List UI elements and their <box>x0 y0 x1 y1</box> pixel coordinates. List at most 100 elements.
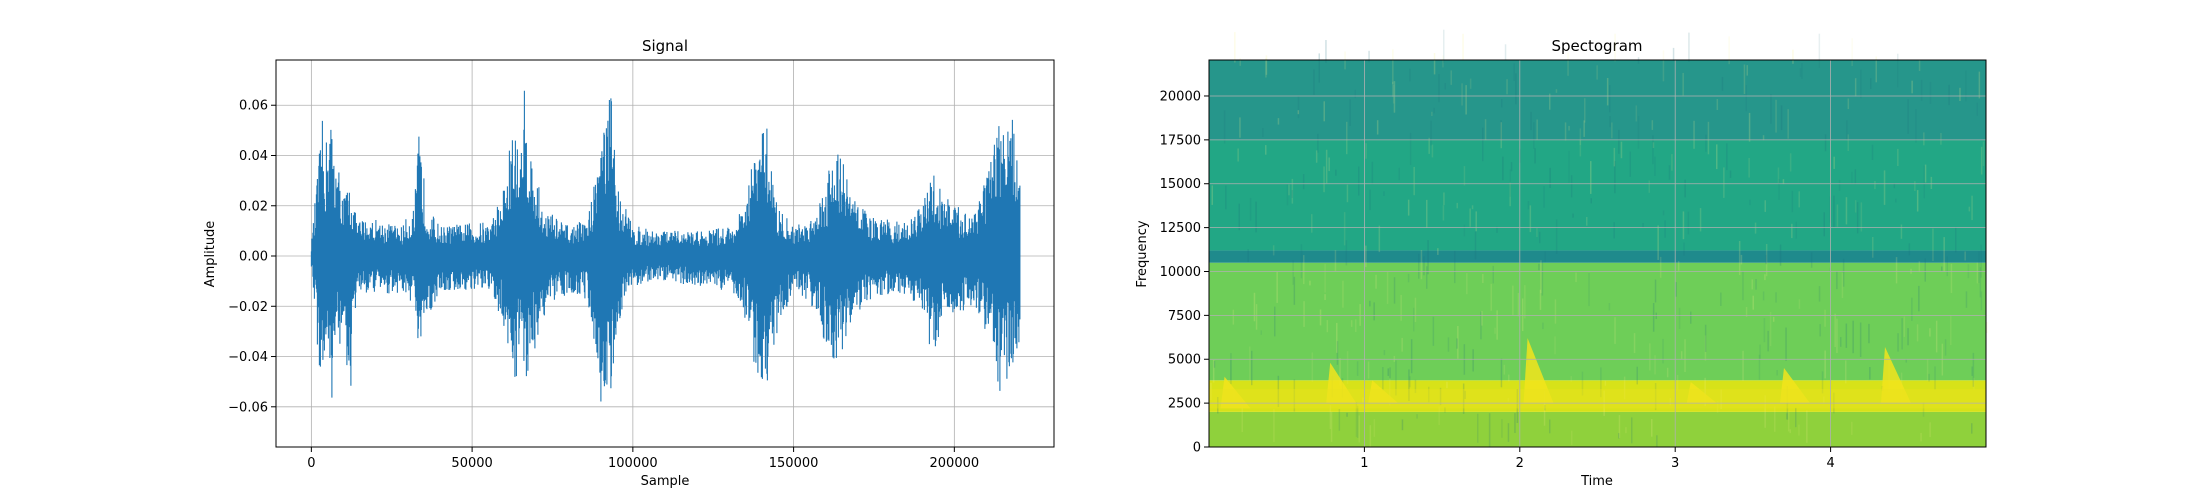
spectrogram-streak <box>1247 249 1249 262</box>
spectrogram-streak <box>1438 406 1440 425</box>
spectrogram-streak <box>1356 361 1359 376</box>
spectrogram-streak <box>1971 366 1973 376</box>
spectrogram-streak <box>1845 323 1848 348</box>
spectrogram-streak <box>1210 382 1212 401</box>
spectrogram-streak <box>1618 129 1620 154</box>
spectrogram-streak <box>1225 185 1227 210</box>
spectrogram-streak <box>1642 223 1644 228</box>
signal-y-label: Amplitude <box>203 221 218 288</box>
spectrogram-streak <box>1426 199 1428 228</box>
spectrogram-streak <box>1918 60 1921 71</box>
spectrogram-streak <box>1779 244 1782 266</box>
spectrogram-streak <box>1600 367 1602 398</box>
spectrogram-streak <box>1237 148 1239 162</box>
spectrogram-streak <box>1677 261 1680 271</box>
spectrogram-streak <box>1649 343 1651 371</box>
spectrogram-streak <box>1568 125 1570 131</box>
signal-plot: Signal 0 50000 100000 150000 200000 −0.06−0.… <box>203 37 1055 489</box>
spectrogram-streak <box>1655 312 1657 319</box>
spectrogram-streak <box>1297 96 1300 119</box>
spectrogram-streak <box>1469 78 1472 89</box>
spectrogram-streak <box>1433 107 1435 114</box>
spectrogram-streak <box>1442 205 1445 221</box>
spectrogram-streak <box>1413 166 1415 196</box>
spectrogram-bands <box>1209 60 1986 447</box>
spectrogram-streak <box>1772 316 1775 322</box>
spectrogram-streak <box>1475 211 1477 232</box>
spectrogram-streak <box>1914 181 1916 191</box>
spectrogram-streak <box>1433 53 1436 75</box>
signal-y-tick-label: 0.04 <box>239 149 268 164</box>
spectrogram-streak <box>1346 121 1348 155</box>
spectrogram-streak <box>1664 220 1666 238</box>
spectrogram-streak <box>1461 83 1463 106</box>
spectrogram-streak <box>1213 360 1216 368</box>
signal-title: Signal <box>642 37 688 55</box>
signal-waveform <box>310 90 1021 402</box>
spectrogram-streak <box>1346 351 1349 384</box>
spectrogram-streak <box>1823 212 1825 237</box>
spectrogram-title: Spectogram <box>1551 37 1642 55</box>
spectrogram-streak <box>1544 405 1546 411</box>
spectrogram-streak <box>1564 122 1567 141</box>
spectrogram-y-ticks: 0 2500 5000 7500 10000 12500 15000 17500 20000 <box>1160 89 1209 456</box>
spectrogram-streak <box>1517 293 1520 317</box>
spectrogram-streak <box>1534 148 1536 164</box>
spectrogram-streak <box>1980 146 1983 175</box>
spectrogram-streak <box>1521 298 1524 332</box>
spectrogram-streak <box>1509 169 1511 197</box>
spectrogram-streak <box>1350 320 1353 327</box>
spectrogram-streak <box>1430 120 1432 146</box>
spectrogram-streak <box>1393 81 1396 113</box>
spectrogram-streak <box>1457 326 1459 359</box>
spectrogram-streak <box>1293 276 1296 305</box>
spectrogram-streak <box>1501 99 1503 108</box>
spectrogram-streak <box>1393 277 1396 304</box>
spectrogram-streak <box>1303 255 1305 285</box>
spectrogram-streak <box>1668 165 1671 180</box>
spectrogram-streak <box>1682 211 1685 240</box>
spectrogram-streak <box>1723 167 1725 198</box>
spectrogram-streak <box>1819 324 1821 337</box>
spectrogram-streak <box>1752 295 1754 310</box>
spectrogram-streak <box>1845 360 1847 384</box>
spectrogram-streak <box>1918 285 1920 312</box>
signal-x-tick-label: 100000 <box>608 456 658 471</box>
spectrogram-streak <box>1536 119 1538 140</box>
spectrogram-band <box>1209 262 1986 381</box>
spectrogram-streak <box>1590 161 1592 194</box>
spectrogram-streak <box>1311 214 1313 233</box>
spectrogram-streak <box>1652 142 1655 148</box>
spectrogram-streak <box>1613 147 1616 167</box>
spectrogram-streak <box>1824 134 1827 152</box>
spectrogram-streak <box>1447 337 1450 352</box>
spectrogram-streak <box>1786 413 1788 420</box>
spectrogram-streak <box>1631 417 1633 444</box>
spectrogram-streak <box>1818 286 1821 302</box>
spectrogram-streak <box>1325 149 1328 184</box>
spectrogram-streak <box>1343 212 1346 246</box>
spectrogram-streak <box>1276 271 1278 303</box>
spectrogram-streak <box>1964 251 1966 261</box>
spectrogram-streak <box>1944 339 1947 356</box>
spectrogram-streak <box>1836 271 1838 290</box>
spectrogram-streak <box>1241 405 1243 433</box>
spectrogram-streak <box>1482 127 1484 162</box>
spectrogram-streak <box>1265 145 1267 155</box>
spectrogram-streak <box>1503 364 1506 375</box>
spectrogram-streak <box>1423 256 1425 276</box>
spectrogram-streak <box>1976 102 1978 116</box>
spectrogram-streak <box>1871 144 1874 160</box>
spectrogram-plot: Spectogram 1 2 3 4 0 2500 5000 7500 10000 12500 1… <box>1135 29 1988 489</box>
spectrogram-streak <box>1398 167 1400 181</box>
spectrogram-streak <box>1620 141 1623 159</box>
spectrogram-streak <box>1579 139 1582 157</box>
spectrogram-streak <box>1901 318 1903 350</box>
spectrogram-streak <box>1682 72 1684 96</box>
signal-x-tick-label: 50000 <box>451 456 492 471</box>
spectrogram-streak <box>1678 307 1681 329</box>
spectrogram-streak <box>1300 244 1303 279</box>
spectrogram-streak <box>1907 328 1909 346</box>
spectrogram-streak <box>1707 121 1710 155</box>
spectrogram-streak <box>1463 224 1466 237</box>
